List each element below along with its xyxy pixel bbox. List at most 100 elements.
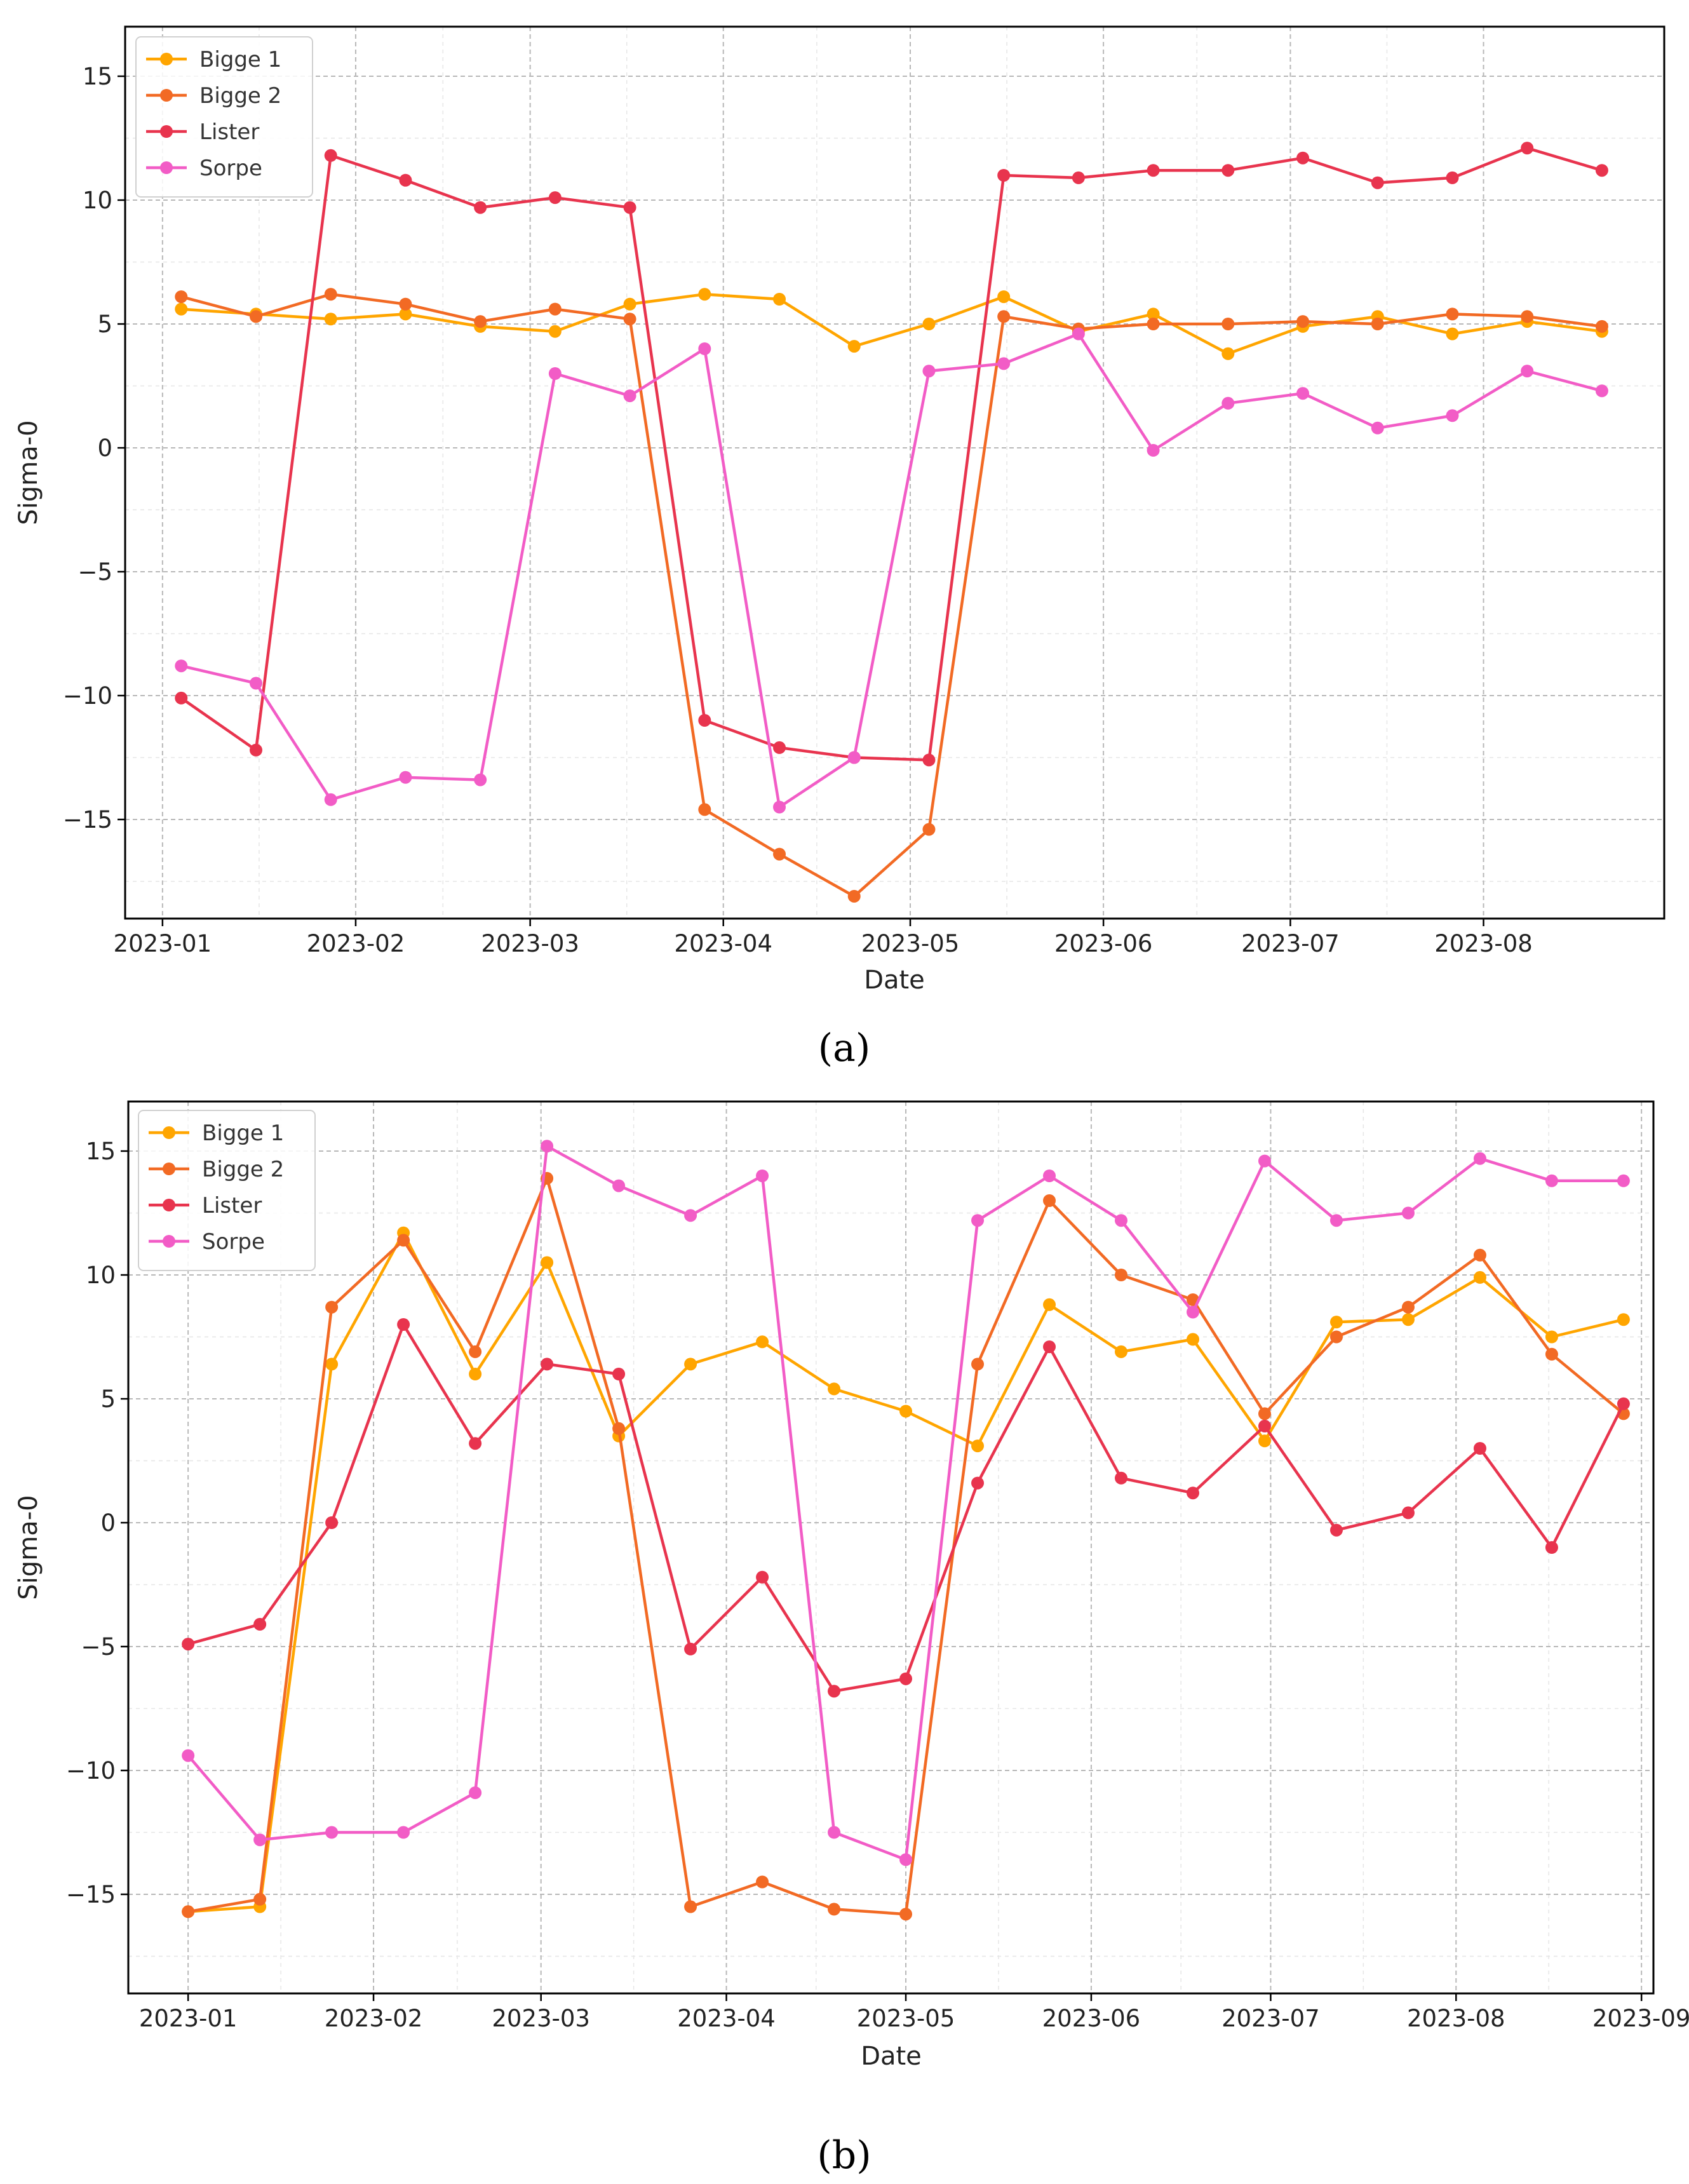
data-point-sorpe xyxy=(1545,1174,1558,1187)
data-point-bigge-2 xyxy=(474,315,487,328)
data-point-sorpe xyxy=(1186,1305,1199,1319)
data-point-lister xyxy=(325,1516,339,1529)
data-point-bigge-2 xyxy=(1329,1330,1343,1344)
data-point-lister xyxy=(756,1570,769,1584)
data-point-lister xyxy=(1115,1471,1128,1485)
series-line-bigge-1 xyxy=(181,292,1603,356)
data-point-bigge-1 xyxy=(1401,1313,1415,1326)
x-tick-label: 2023-04 xyxy=(677,2005,776,2032)
y-tick-label: −10 xyxy=(63,682,112,710)
series-marks-b xyxy=(182,1140,1630,1921)
data-point-sorpe xyxy=(1595,384,1608,398)
x-axis-title-a: Date xyxy=(864,966,925,995)
data-point-lister xyxy=(623,201,636,214)
x-tick-label: 2023-09 xyxy=(1592,2005,1689,2032)
data-point-lister xyxy=(899,1672,913,1685)
x-tick-label: 2023-06 xyxy=(1054,930,1153,957)
data-point-bigge-2 xyxy=(399,297,412,311)
data-point-lister xyxy=(698,714,711,727)
data-point-sorpe xyxy=(1473,1152,1486,1165)
legend-marker-lister xyxy=(163,1199,175,1211)
data-point-sorpe xyxy=(1147,443,1160,457)
x-tick-label: 2023-01 xyxy=(114,930,212,957)
y-tick-label: 15 xyxy=(83,63,112,90)
data-point-bigge-1 xyxy=(1329,1316,1343,1329)
data-point-sorpe xyxy=(612,1179,626,1192)
data-point-lister xyxy=(548,191,562,205)
data-point-bigge-2 xyxy=(253,1892,267,1906)
data-point-bigge-1 xyxy=(1115,1345,1128,1358)
data-point-bigge-1 xyxy=(847,340,861,353)
data-point-lister xyxy=(1473,1442,1486,1455)
data-point-sorpe xyxy=(756,1170,769,1182)
data-point-bigge-2 xyxy=(182,1905,195,1918)
data-point-bigge-1 xyxy=(1186,1333,1199,1346)
y-tick-label: 5 xyxy=(100,1385,116,1413)
data-point-lister xyxy=(1521,142,1534,155)
data-point-lister xyxy=(469,1437,482,1450)
x-tick-label: 2023-02 xyxy=(325,2005,423,2032)
data-point-sorpe xyxy=(182,1749,195,1762)
data-point-bigge-1 xyxy=(899,1405,913,1418)
data-point-lister xyxy=(397,1318,410,1331)
legend-label-bigge-2: Bigge 2 xyxy=(202,1157,284,1182)
data-point-sorpe xyxy=(324,793,337,806)
data-point-lister xyxy=(1371,176,1384,189)
data-point-sorpe xyxy=(1401,1206,1415,1220)
data-point-bigge-1 xyxy=(548,325,562,338)
data-point-lister xyxy=(399,173,412,187)
y-tick-label: 0 xyxy=(100,1509,116,1537)
data-point-sorpe xyxy=(847,751,861,764)
ticks-a: 15 10 5 0 −5 −10 −15 2023-01 2023-02 2023-03 2023-… xyxy=(63,63,1533,957)
legend-box xyxy=(138,1110,316,1271)
data-point-sorpe xyxy=(971,1214,985,1227)
data-point-bigge-1 xyxy=(399,307,412,321)
data-point-bigge-1 xyxy=(469,1368,482,1380)
data-point-lister xyxy=(1186,1486,1199,1500)
data-point-bigge-2 xyxy=(175,290,188,304)
series-line-bigge-2 xyxy=(180,292,1603,898)
x-tick-label: 2023-01 xyxy=(139,2005,238,2032)
legend-label-lister: Lister xyxy=(202,1193,262,1218)
data-point-bigge-2 xyxy=(623,313,636,326)
data-point-bigge-1 xyxy=(997,290,1011,304)
data-point-sorpe xyxy=(175,659,188,673)
data-point-bigge-2 xyxy=(1473,1248,1486,1262)
data-point-bigge-2 xyxy=(250,310,263,323)
data-point-bigge-2 xyxy=(469,1345,482,1358)
data-point-bigge-2 xyxy=(773,847,786,861)
data-point-lister xyxy=(250,743,263,757)
x-tick-label: 2023-03 xyxy=(492,2005,590,2032)
data-point-lister xyxy=(1043,1340,1056,1354)
y-axis-title-a: Sigma-0 xyxy=(14,420,43,525)
data-point-bigge-1 xyxy=(1258,1434,1271,1448)
legend-marker-bigge-2 xyxy=(163,1163,175,1175)
data-point-bigge-2 xyxy=(899,1908,913,1921)
y-tick-label: 15 xyxy=(86,1138,116,1165)
axes-frame-a xyxy=(124,25,1665,920)
data-point-lister xyxy=(922,753,936,767)
data-point-bigge-2 xyxy=(1258,1407,1271,1420)
data-point-bigge-2 xyxy=(828,1903,841,1916)
data-point-sorpe xyxy=(474,773,487,786)
legend-marker-bigge-1 xyxy=(160,53,173,65)
data-point-sorpe xyxy=(1446,409,1459,422)
data-point-bigge-2 xyxy=(1296,315,1310,328)
legend-marker-sorpe xyxy=(160,161,173,174)
data-point-sorpe xyxy=(1296,387,1310,400)
data-point-lister xyxy=(474,201,487,214)
data-point-bigge-2 xyxy=(1595,320,1608,333)
legend-marker-bigge-2 xyxy=(160,89,173,102)
data-point-bigge-2 xyxy=(1401,1300,1415,1314)
y-tick-label: −10 xyxy=(66,1757,116,1784)
data-point-sorpe xyxy=(253,1833,267,1847)
series-marks-a xyxy=(175,142,1608,903)
legend-label-lister: Lister xyxy=(199,119,259,145)
data-point-lister xyxy=(997,169,1011,182)
data-point-bigge-1 xyxy=(1617,1313,1630,1326)
x-tick-label: 2023-05 xyxy=(857,2005,955,2032)
data-point-sorpe xyxy=(773,800,786,814)
legend-label-sorpe: Sorpe xyxy=(202,1229,265,1255)
ticks-b: 15 10 5 0 −5 −10 −15 2023-01 2023-02 2023-03 2023-… xyxy=(66,1138,1689,2032)
